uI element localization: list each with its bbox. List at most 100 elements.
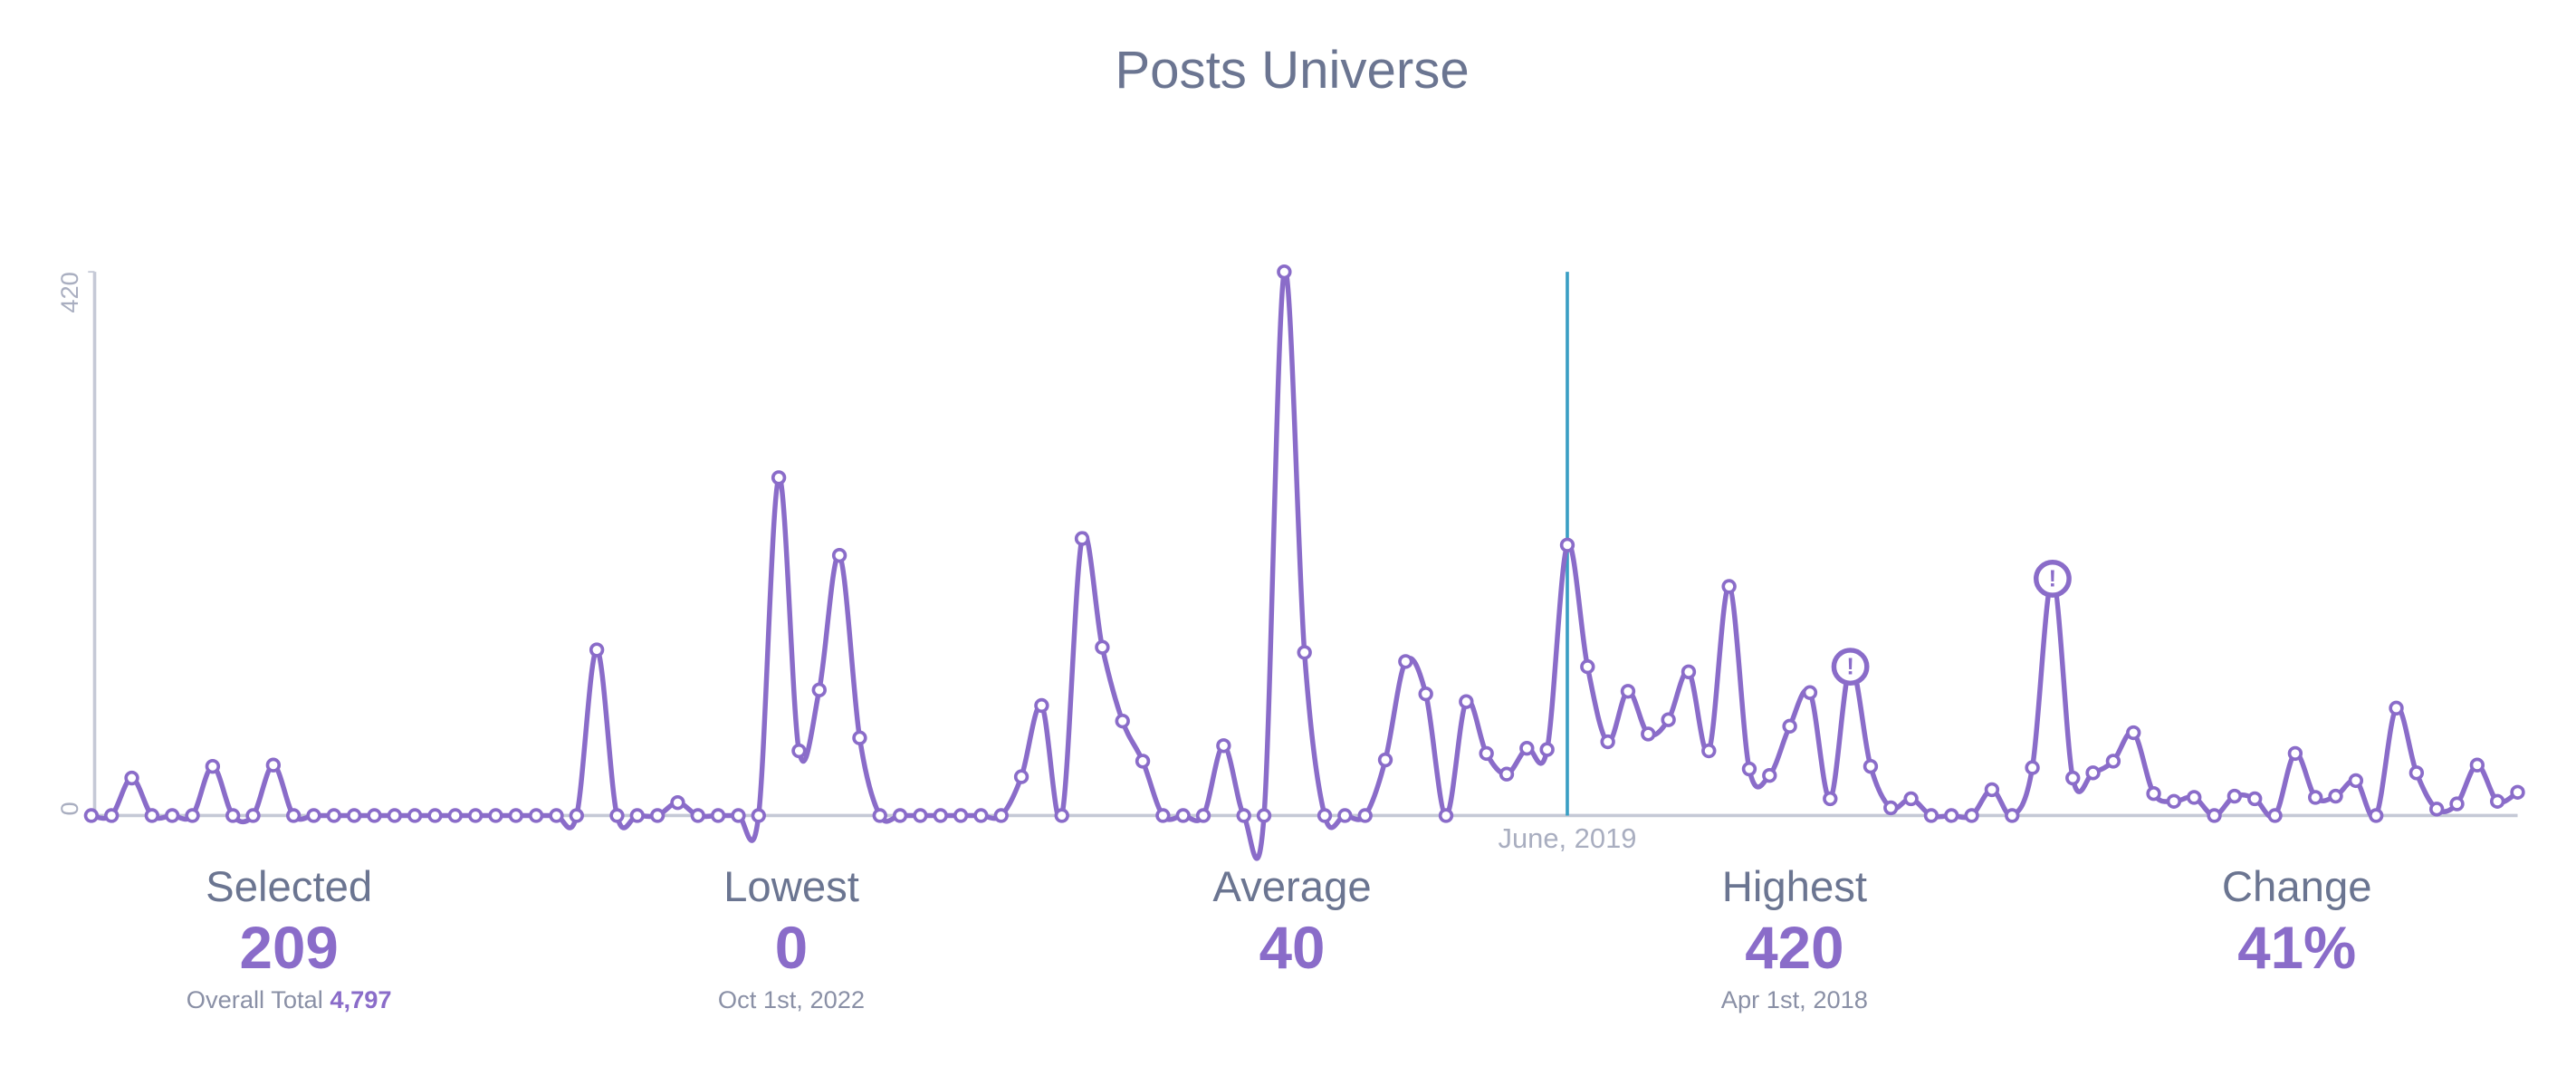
point xyxy=(346,808,362,823)
point xyxy=(1337,808,1353,823)
point xyxy=(528,808,544,823)
point xyxy=(913,808,928,823)
point xyxy=(993,808,1009,823)
point xyxy=(2328,788,2343,804)
point xyxy=(1701,743,1717,759)
point xyxy=(1418,686,1433,702)
point xyxy=(1479,745,1494,762)
point xyxy=(2065,770,2081,786)
point xyxy=(1216,738,1231,754)
point xyxy=(629,808,645,823)
alert-label: ! xyxy=(2049,566,2056,591)
point xyxy=(1559,537,1575,552)
point xyxy=(1013,769,1029,784)
point xyxy=(649,808,666,823)
point xyxy=(1903,791,1919,807)
point xyxy=(751,808,766,823)
point xyxy=(892,808,908,823)
point xyxy=(1984,782,2000,798)
point xyxy=(407,808,423,823)
point xyxy=(2389,700,2404,716)
point xyxy=(1519,740,1535,756)
point xyxy=(2005,808,2020,823)
point xyxy=(589,642,605,658)
point xyxy=(447,808,464,823)
point xyxy=(367,808,382,823)
point xyxy=(2166,793,2182,809)
point xyxy=(1499,766,1515,782)
stat-note: Overall Total 4,797 xyxy=(187,985,392,1013)
point xyxy=(2348,773,2364,789)
stat-label: Lowest xyxy=(723,863,859,911)
point xyxy=(2226,788,2243,804)
point xyxy=(1155,808,1171,823)
point xyxy=(1054,808,1069,823)
point xyxy=(2085,765,2101,781)
point xyxy=(2510,784,2525,800)
point xyxy=(2126,725,2141,741)
point xyxy=(1256,808,1272,823)
point xyxy=(2247,791,2263,807)
point xyxy=(710,808,726,823)
y-tick-label: 420 xyxy=(55,272,83,313)
point xyxy=(1762,767,1777,783)
point xyxy=(731,808,746,823)
point xyxy=(2469,757,2485,773)
point xyxy=(791,743,807,759)
point xyxy=(1195,808,1211,823)
point xyxy=(831,548,847,563)
point xyxy=(2287,745,2303,762)
point xyxy=(2207,808,2222,823)
point xyxy=(306,808,321,823)
point xyxy=(2449,796,2465,812)
stat-value: 40 xyxy=(1259,915,1326,981)
point xyxy=(144,808,160,823)
point xyxy=(1923,808,1939,823)
point xyxy=(467,808,484,823)
point xyxy=(1863,758,1879,774)
point xyxy=(1641,726,1656,742)
point xyxy=(1236,808,1251,823)
point xyxy=(933,808,948,823)
point xyxy=(1661,712,1676,727)
point xyxy=(387,808,403,823)
point xyxy=(165,808,180,823)
stat-note-text: Apr 1st, 2018 xyxy=(1721,985,1868,1013)
point xyxy=(124,770,139,786)
stat-label: Selected xyxy=(206,863,372,911)
point xyxy=(549,808,564,823)
point xyxy=(811,682,827,698)
point xyxy=(488,808,503,823)
point xyxy=(670,795,685,811)
point xyxy=(1782,718,1797,735)
point xyxy=(1459,694,1474,709)
point xyxy=(1620,684,1636,699)
x-tick-label: June, 2019 xyxy=(1499,822,1637,854)
point xyxy=(1802,685,1818,700)
point xyxy=(569,808,584,823)
stat-note-text: Oct 1st, 2022 xyxy=(718,985,865,1013)
stat-note: Oct 1st, 2022 xyxy=(718,985,865,1013)
point xyxy=(427,808,443,823)
point xyxy=(1034,697,1049,714)
stat-note-value: 4,797 xyxy=(330,985,391,1013)
point xyxy=(2408,765,2425,781)
point xyxy=(973,808,989,823)
point xyxy=(1277,264,1292,280)
point xyxy=(265,757,282,773)
point xyxy=(1580,658,1595,675)
alert-label: ! xyxy=(1846,655,1853,680)
point xyxy=(1964,808,1979,823)
point xyxy=(2146,786,2161,802)
alert-marker xyxy=(2033,559,2072,598)
point xyxy=(2187,790,2202,805)
point xyxy=(2489,793,2505,809)
point xyxy=(83,808,100,823)
alert-marker xyxy=(1831,648,1870,687)
stat-label: Average xyxy=(1212,863,1371,911)
point xyxy=(852,730,867,745)
point xyxy=(2369,808,2384,823)
point xyxy=(225,808,241,823)
point xyxy=(1823,791,1838,807)
